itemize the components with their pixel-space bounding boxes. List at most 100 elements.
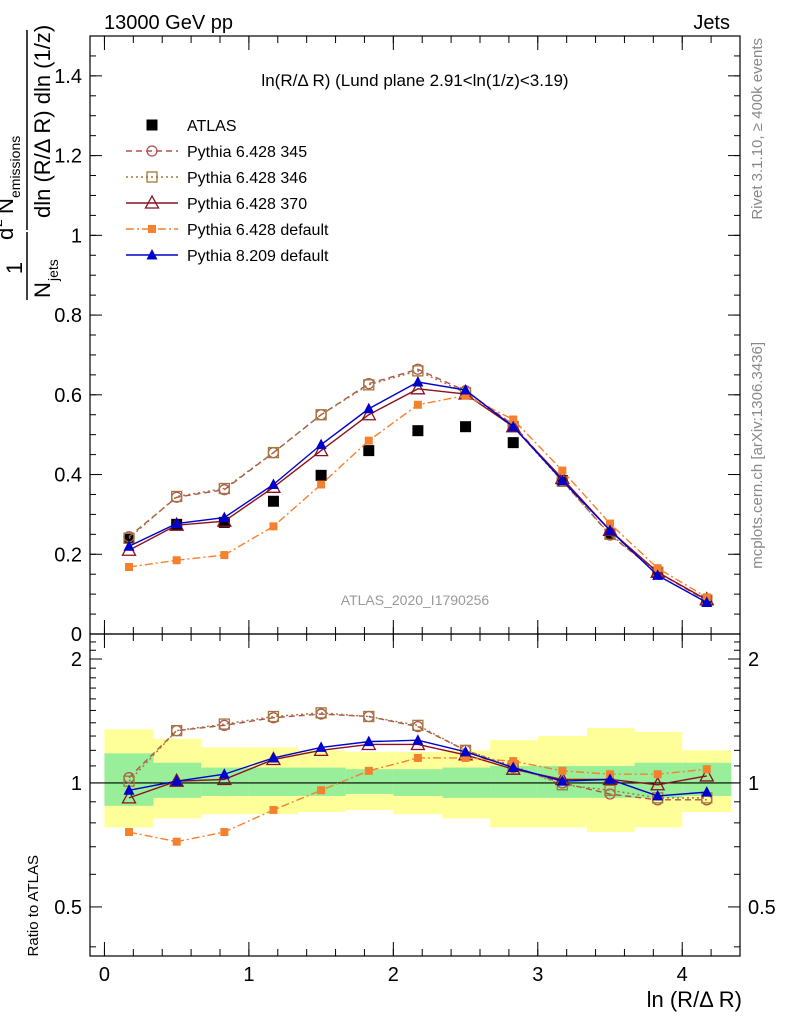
y-tick-label: 0 [71,624,82,646]
series-4-point [269,522,278,531]
y-tick-label: 1.4 [54,66,82,88]
series-0-point [460,421,472,433]
chart-title: ln(R/Δ R) (Lund plane 2.91<ln(1/z)<3.19) [261,71,568,90]
series-5-ratio-point [701,786,713,797]
series-2-point [171,490,183,503]
series-1-line [128,368,708,602]
series-4-point [461,391,470,400]
series-2-ratio-point [412,719,424,732]
series-5-ratio-point [267,751,279,763]
series-5-ratio-point [218,768,230,779]
series-5-point [363,402,375,414]
y-axis-title: 1 N jets d 2 N emissions dln (R/Δ R) dln… [0,25,61,300]
legend-marker [146,249,158,260]
ratio-y-tick-label-right: 0.5 [748,897,776,919]
series-4-point [558,466,567,475]
series-5-point [171,517,183,529]
y-tick-label: 1 [71,225,82,247]
series-4-ratio-point [653,770,662,779]
series-1-ratio-line [128,713,707,801]
series-0-point [218,516,230,528]
series-4-point [413,400,422,409]
ylabel-deriv-sup: 2 [0,219,5,227]
uncertainty-band-inner [248,767,298,796]
series-3-line [128,388,708,601]
x-tick-label: 1 [243,964,254,986]
x-tick-label: 4 [677,964,688,986]
main-x-ticks [103,36,741,634]
series-2-ratio-point [171,724,183,737]
series-5-ratio-point [556,775,568,786]
series-2-point [218,482,230,495]
rivet-version-label: Rivet 3.1.10, ≥ 400k events [749,38,766,220]
ylabel-deriv-den: dln (R/Δ R) dln (1/z) [30,25,55,218]
ylabel-frac-den-sub: jets [45,259,61,282]
series-5-point [315,438,327,450]
legend-label: Pythia 6.428 346 [187,170,307,187]
ylabel-frac-den: N [30,282,55,298]
y-tick-label: 0.4 [54,465,82,487]
y-tick-label: 0.2 [54,544,82,566]
series-4-ratio-point [461,753,470,762]
series-4-ratio-point [220,828,229,837]
series-5-point [412,376,424,387]
legend-marker [148,225,156,233]
main-panel: 0 0.2 0.4 0.6 0.8 1 1.2 1.4 ln(R/Δ R) (Lund pla… [54,35,741,646]
series-5-point [556,474,568,486]
ylabel-deriv-n: N [0,198,18,214]
ratio-bands [90,727,740,833]
series-4-ratio-point [413,753,422,762]
ratio-frame [89,633,741,957]
series-2-ratio-point [267,710,280,723]
series-3-ratio-point [602,771,618,786]
series-3-ratio-point [650,776,666,791]
series-2-ratio-point [218,718,230,730]
ylabel-deriv-d: d [0,228,18,240]
series-5-ratio-point [412,734,424,745]
ratio-y-tick-label-right: 2 [748,649,759,671]
series-5-ratio-point [507,761,519,773]
ratio-series [121,707,715,846]
legend-marker [146,119,158,131]
y-tick-label: 0.8 [54,305,82,327]
series-5-ratio-point [604,773,616,784]
series-5-ratio-point [363,735,375,747]
series-5-ratio-point [171,775,183,786]
ratio-y-tick-label: 0.5 [54,897,82,919]
legend-label: Pythia 6.428 370 [187,196,307,213]
x-tick-label: 3 [532,964,543,986]
ylabel-deriv-sub: emissions [7,136,23,198]
x-tick-label: 2 [388,964,399,986]
y-tick-label: 1.2 [54,146,82,168]
series-3-point [602,521,618,536]
series-4-point [317,480,326,489]
series-4-ratio-point [702,765,711,774]
series-3-ratio-point [121,789,137,804]
category-label: Jets [693,12,730,34]
ratio-x-ticks: 0 1 2 3 4 [99,634,741,986]
series-3-point [505,418,521,433]
series-4-point [509,415,518,424]
series-2-ratio-point [363,710,375,723]
series-4-ratio-point [172,837,181,846]
process-label: 13000 GeV pp [104,12,233,34]
series-3-point [313,442,329,457]
x-axis-title: ln (R/Δ R) [647,987,742,1012]
series-4-point [125,563,133,572]
legend-marker [146,145,158,157]
series-4-ratio-point [269,805,278,814]
legend-marker [144,194,160,209]
series-5-ratio-point [123,784,135,795]
series-4-point [364,436,373,445]
series-3-ratio-point [699,767,715,782]
legend-label: Pythia 6.428 345 [187,144,307,161]
series-5-point [652,569,664,580]
legend-label: ATLAS [187,118,237,135]
series-0-point [363,445,375,457]
series-2-ratio-point [604,784,616,796]
series-5-ratio-point [652,789,664,801]
series-5-point [460,384,472,395]
analysis-watermark: ATLAS_2020_I1790256 [341,592,490,608]
ratio-y-ticks: 0.5 0.5 1 1 2 2 [54,641,776,948]
series-0-point [507,437,519,449]
